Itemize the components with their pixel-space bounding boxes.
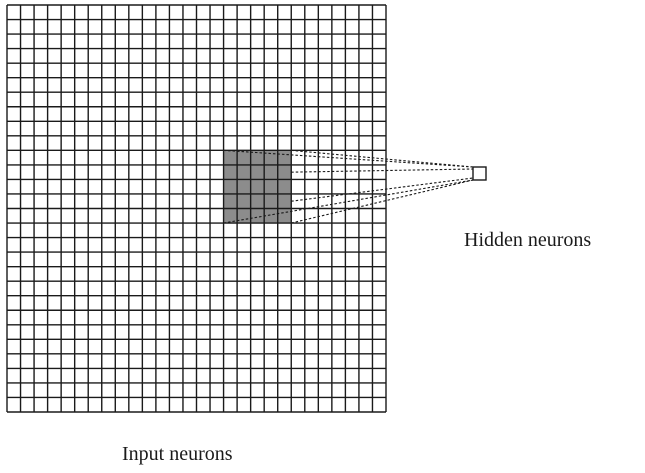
hidden-neuron [472,166,487,181]
hidden-neurons-label: Hidden neurons [464,229,591,251]
receptive-field-group [223,150,292,224]
connection-lines [223,149,474,224]
receptive-field [223,150,292,224]
connection-line [223,179,474,224]
connection-line [291,168,474,173]
input-neuron-grid [6,4,387,413]
connection-line [223,149,474,168]
connection-line [291,149,474,168]
input-neurons-label: Input neurons [122,443,233,465]
connection-line [291,177,474,202]
